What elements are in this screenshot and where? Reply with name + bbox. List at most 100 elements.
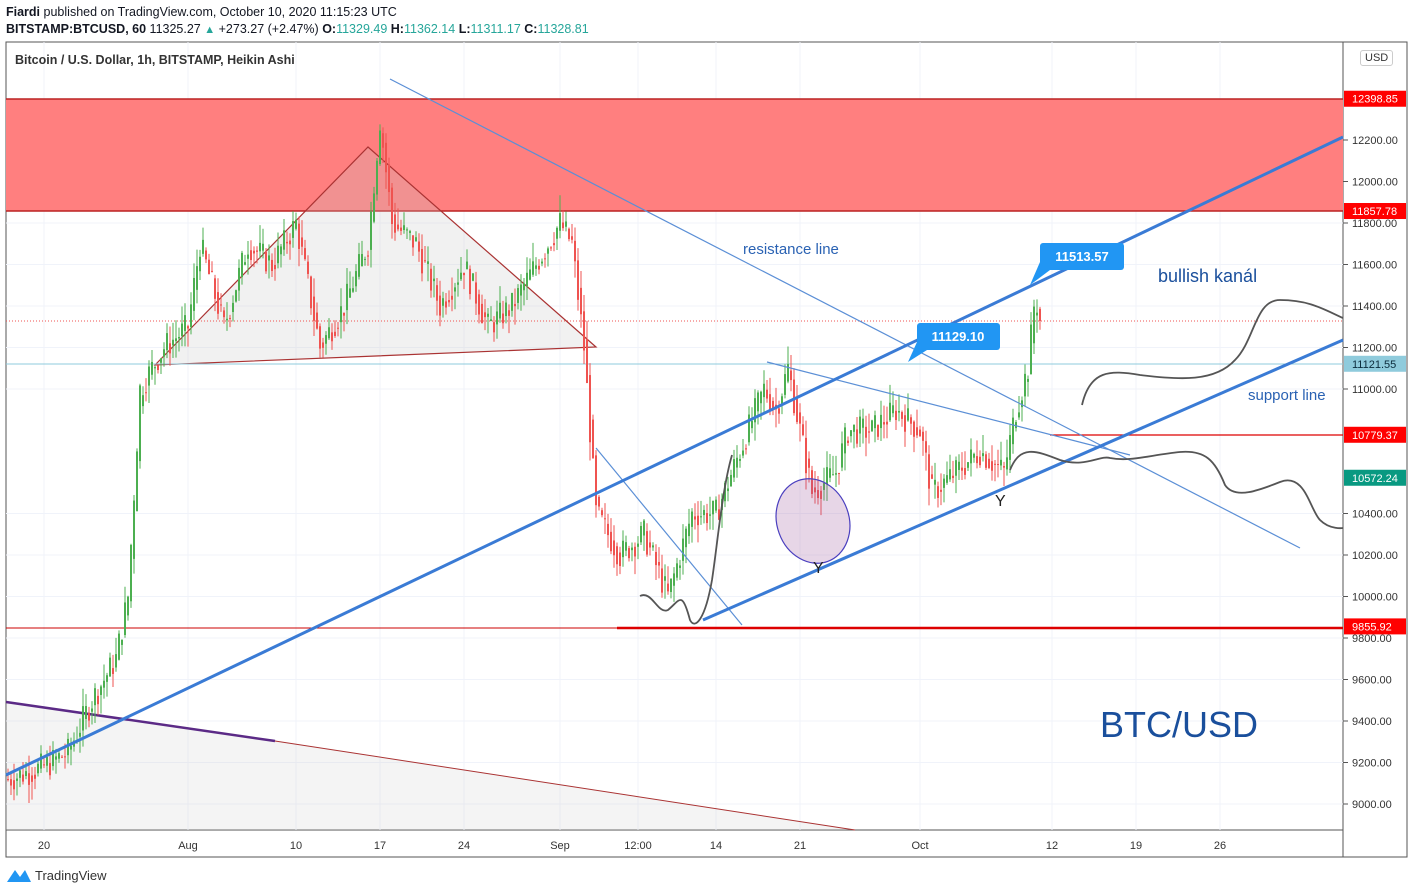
candle [394,214,396,233]
candle [46,756,48,766]
candle [193,277,195,311]
candle [355,271,357,287]
candle [619,552,621,567]
candle [733,459,735,478]
candle [472,273,474,281]
resistance-line[interactable] [389,78,1301,549]
channel-label: bullish kanál [1158,266,1257,286]
secondary-resistance-line[interactable] [766,361,1131,456]
candle [1033,306,1035,344]
candle [886,421,888,425]
close-value: 11328.81 [537,22,589,36]
candle [280,246,282,255]
y-marker-1: Y [813,560,824,577]
candle [598,496,600,507]
candles [7,124,1041,804]
candle [328,327,330,339]
candle [820,490,822,499]
resistance-zone[interactable] [6,99,1343,211]
candle [853,424,855,432]
candle [97,695,99,705]
candle [838,472,840,474]
candle [727,488,729,492]
author[interactable]: Fiardi [6,5,41,19]
support-line[interactable] [702,338,1344,622]
candle [580,287,582,315]
last-price: 11325.27 [149,22,201,36]
candle [325,335,327,344]
candle [796,397,798,422]
symbol: BITSTAMP:BTCUSD, 60 [6,22,147,36]
candle [898,410,900,413]
candle [1039,308,1041,321]
tradingview-logo[interactable]: TradingView [6,867,107,883]
candle [385,142,387,173]
candle [949,469,951,480]
price-label: 9855.92 [1344,618,1406,635]
candle [982,453,984,457]
candle [709,514,711,516]
candle [352,288,354,292]
candle [319,326,321,349]
y-tick-label: 9600.00 [1352,675,1392,687]
candle [424,260,426,262]
purple-trendline[interactable] [5,700,276,743]
y-tick-label: 10000.00 [1352,592,1398,604]
candle [661,568,663,593]
candle [979,456,981,466]
callout-high[interactable]: 11513.57 [1030,243,1124,285]
candle [184,315,186,331]
price-axis[interactable]: 9000.00 9200.00 9400.00 9600.00 9800.00 10000… [1343,135,1398,811]
candle [139,385,141,462]
projection-curve-3[interactable] [1009,450,1344,530]
candle [214,278,216,299]
tradingview-logo-icon [7,870,31,882]
projection-curve-1[interactable] [639,454,733,625]
brown-trendline[interactable] [274,740,856,831]
candle [913,421,915,437]
candle [1003,466,1005,468]
candle [601,510,603,516]
candle [910,417,912,424]
candle [49,763,51,776]
candle [571,236,573,240]
x-tick-label: 12 [1046,840,1058,852]
candle [574,240,576,262]
candle [730,474,732,487]
candle [973,453,975,458]
projection-curve-2[interactable] [1081,299,1344,406]
candle [259,242,261,252]
candle [742,450,744,456]
time-axis[interactable]: 20 Aug 10 17 24 Sep 12:00 14 21 Oct 12 19 26 [38,840,1226,852]
candle [103,680,105,688]
candle [829,468,831,478]
candle [277,245,279,264]
candle [433,278,435,282]
candle [298,223,300,249]
highlight-ellipse[interactable] [764,468,861,573]
candle [988,458,990,469]
candle [889,402,891,421]
currency-button[interactable]: USD [1360,50,1394,66]
candle [970,449,972,464]
candle [235,290,237,302]
candle [61,756,63,758]
callout-break[interactable]: 11129.10 [908,323,1000,362]
candle [439,295,441,316]
candle [310,276,312,309]
x-tick-label: 26 [1214,840,1226,852]
candle [151,361,153,375]
candle [376,160,378,195]
candle [388,164,390,193]
triangle-pattern[interactable] [153,146,598,366]
drop-trendline[interactable] [595,447,743,626]
candle [679,565,681,568]
candle [127,596,129,616]
candle [508,310,510,316]
candle [937,486,939,498]
candle [700,516,702,518]
candle [412,235,414,248]
candle [163,349,165,357]
candle [25,771,27,776]
